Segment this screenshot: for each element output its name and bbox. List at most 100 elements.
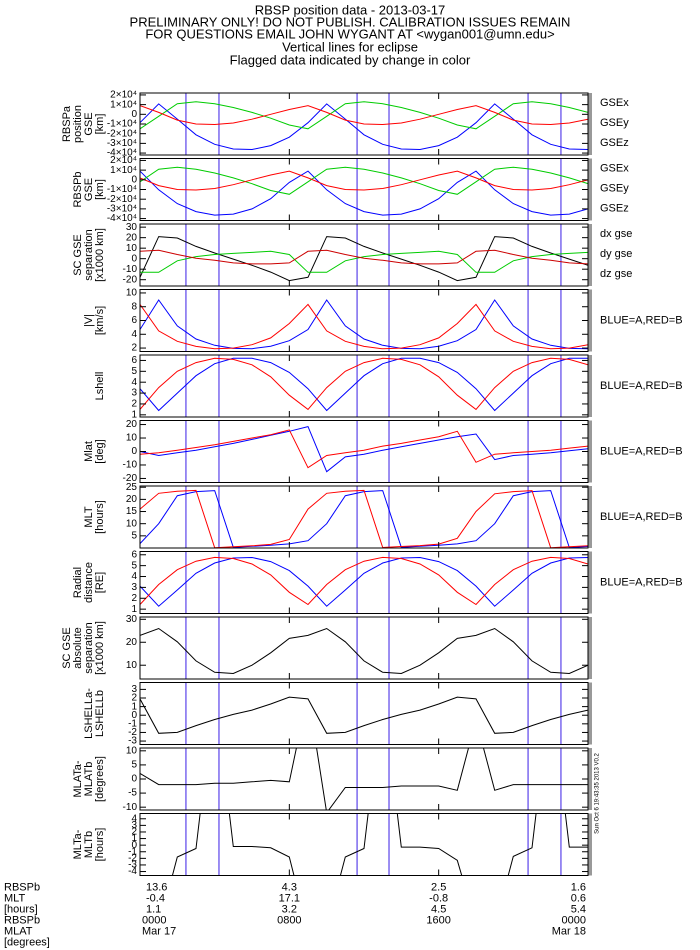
annotation-value: 4.5 bbox=[431, 903, 446, 915]
y-tick-label: -3 bbox=[128, 736, 137, 747]
annotation-value: 17.1 bbox=[279, 892, 300, 904]
annotation-label: MLT bbox=[4, 892, 25, 904]
panel-frame bbox=[139, 682, 589, 745]
series-line bbox=[140, 236, 588, 282]
y-tick-label: 2 bbox=[131, 693, 137, 704]
y-axis-label: Lshell bbox=[94, 372, 106, 401]
y-axis-label: distance bbox=[83, 562, 95, 603]
flag-bar bbox=[588, 813, 592, 876]
plot-area bbox=[171, 813, 588, 876]
y-axis-label: [km/s] bbox=[94, 306, 106, 335]
legend-entry: GSEy bbox=[600, 117, 629, 129]
x-tick-label: 0000 bbox=[562, 914, 586, 926]
series-line bbox=[140, 105, 588, 126]
y-tick-label: 1 bbox=[131, 833, 137, 844]
y-tick-label: 5 bbox=[131, 560, 137, 571]
y-tick-label: -4 bbox=[128, 866, 137, 877]
legend-entry: GSEx bbox=[600, 162, 629, 174]
y-tick-label: -1×10⁴ bbox=[107, 119, 137, 130]
legend-text: BLUE=A,RED=B bbox=[600, 511, 683, 523]
y-tick-label: 5 bbox=[131, 366, 137, 377]
annotation-value: 4.3 bbox=[282, 881, 297, 893]
y-axis-label: [degrees] bbox=[94, 756, 106, 802]
plot-area bbox=[140, 224, 588, 286]
y-axis-label: [km] bbox=[94, 114, 106, 135]
panel-frame bbox=[139, 289, 589, 352]
y-axis-label: [x1000 km] bbox=[94, 621, 106, 675]
y-tick-label: -20 bbox=[123, 274, 138, 285]
date-label: Mar 17 bbox=[142, 925, 176, 937]
y-tick-label: -4×10⁴ bbox=[107, 148, 137, 159]
series-line bbox=[140, 748, 588, 810]
flag-bar bbox=[588, 617, 592, 679]
y-tick-label: 30 bbox=[126, 222, 138, 233]
annotation-value: 3.2 bbox=[282, 903, 297, 915]
flag-bar bbox=[588, 682, 592, 745]
series-line bbox=[140, 489, 588, 548]
series-line bbox=[140, 250, 588, 273]
y-axis-label: [km] bbox=[94, 179, 106, 200]
y-tick-label: 0 bbox=[131, 710, 137, 721]
plot-area bbox=[140, 682, 588, 745]
y-tick-label: 10 bbox=[126, 660, 138, 671]
y-tick-label: 30 bbox=[126, 614, 138, 625]
flag-bar bbox=[588, 748, 592, 810]
annotation-label: MLAT bbox=[4, 925, 33, 937]
y-axis-label: MLT bbox=[83, 506, 95, 527]
y-tick-label: -1×10⁴ bbox=[107, 184, 137, 195]
y-tick-label: 0 bbox=[131, 174, 137, 185]
date-label: Mar 18 bbox=[552, 925, 586, 937]
panel-frame bbox=[139, 551, 589, 614]
flag-bar bbox=[588, 551, 592, 614]
x-tick-label: 1600 bbox=[426, 914, 450, 926]
annotation-value: 2.5 bbox=[431, 881, 446, 893]
series-line bbox=[140, 556, 588, 606]
annotation-value: -0.8 bbox=[429, 892, 448, 904]
y-tick-label: 0 bbox=[131, 840, 137, 851]
legend-entry: GSEz bbox=[600, 137, 629, 149]
header: RBSP position data - 2013-03-17 PRELIMIN… bbox=[130, 2, 571, 67]
y-axis-label: Mlat bbox=[83, 441, 95, 462]
y-tick-label: -3 bbox=[128, 860, 137, 871]
legend-text: BLUE=A,RED=B bbox=[600, 576, 683, 588]
y-tick-label: 0 bbox=[131, 109, 137, 120]
y-tick-label: 8 bbox=[131, 301, 137, 312]
y-tick-label: 0 bbox=[131, 253, 137, 264]
panel-frame bbox=[139, 616, 589, 680]
legend-entry: GSEz bbox=[600, 202, 629, 214]
y-tick-label: 4 bbox=[131, 377, 137, 388]
flag-bar bbox=[588, 93, 592, 155]
y-tick-label: -2 bbox=[128, 727, 137, 738]
x-tick-label: 0800 bbox=[277, 914, 301, 926]
y-tick-label: 10 bbox=[126, 288, 138, 299]
y-axis-label: LSHELLa- bbox=[83, 688, 95, 739]
y-tick-label: 20 bbox=[126, 232, 138, 243]
title: FOR QUESTIONS EMAIL JOHN WYGANT AT <wyga… bbox=[145, 26, 554, 41]
y-axis-label: SC GSE bbox=[61, 627, 73, 669]
series-line bbox=[140, 299, 588, 350]
annotation-value: 1.6 bbox=[571, 881, 586, 893]
y-tick-label: 6 bbox=[131, 355, 137, 366]
y-tick-label: -3×10⁴ bbox=[107, 204, 137, 215]
y-axis-label: SC GSE bbox=[72, 234, 84, 276]
timestamp: Sun Oct 6 19:43:35 2013 V0.2 bbox=[595, 752, 601, 833]
y-tick-label: 25 bbox=[126, 482, 138, 493]
y-axis-label: GSE bbox=[83, 178, 95, 201]
flag-bar bbox=[588, 224, 592, 286]
y-tick-label: 2×10⁴ bbox=[110, 90, 137, 101]
legend-entry: dy gse bbox=[600, 248, 632, 260]
y-tick-label: 15 bbox=[126, 506, 138, 517]
y-tick-label: -3×10⁴ bbox=[107, 138, 137, 149]
y-tick-label: 0 bbox=[131, 774, 137, 785]
annotation-value: 13.6 bbox=[146, 881, 167, 893]
y-axis-label: [RE] bbox=[94, 572, 106, 593]
series-line bbox=[140, 303, 588, 350]
series-line bbox=[140, 101, 588, 130]
plot-area bbox=[140, 355, 588, 417]
y-tick-label: 2×10⁴ bbox=[110, 155, 137, 166]
y-axis-label: [hours] bbox=[94, 500, 106, 534]
y-tick-label: -2×10⁴ bbox=[107, 194, 137, 205]
y-tick-label: 1 bbox=[131, 604, 137, 615]
y-axis-label: MLATa- bbox=[72, 760, 84, 797]
